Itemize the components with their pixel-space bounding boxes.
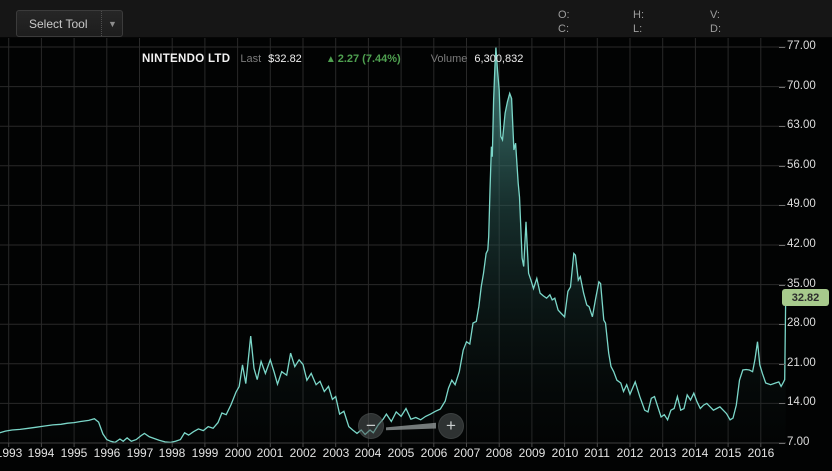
ohlc-column-vd: V: D: (710, 8, 721, 36)
ohlc-column-hl: H: L: (633, 8, 644, 36)
zoom-slider[interactable] (386, 422, 436, 431)
time-axis-tick: 2014 (681, 446, 709, 460)
low-label: L: (633, 23, 643, 35)
price-axis-tick: 28.00 (787, 317, 816, 329)
time-axis-tick: 2016 (747, 446, 775, 460)
price-axis-tick: 35.00 (787, 278, 816, 290)
volume-value: 6,300,832 (474, 53, 524, 65)
price-axis-tick: 49.00 (787, 198, 816, 210)
last-price-value: $32.82 (268, 53, 302, 65)
last-price-badge: 32.82 (782, 289, 829, 306)
select-tool-button[interactable]: Select Tool ▼ (16, 10, 124, 37)
price-change: ▲ 2.27 (7.44%) (326, 53, 401, 65)
close-label: C: (558, 23, 569, 35)
price-axis-tick: 21.00 (787, 357, 816, 369)
time-axis-tick: 1993 (0, 446, 23, 460)
price-axis-tickmark (779, 443, 785, 444)
price-chart[interactable] (0, 38, 790, 471)
chart-header: NINTENDO LTD Last $32.82 ▲ 2.27 (7.44%) V… (142, 53, 523, 65)
price-axis-tickmark (779, 285, 785, 286)
time-axis-tick: 2000 (224, 446, 252, 460)
time-axis-tick: 1996 (93, 446, 121, 460)
price-axis-tick: 63.00 (787, 119, 816, 131)
price-axis-tick: 14.00 (787, 396, 816, 408)
time-axis-tick: 2003 (322, 446, 350, 460)
area-fill (0, 47, 786, 443)
time-axis-tick: 2005 (387, 446, 415, 460)
toolbar: Select Tool ▼ O: C: H: L: V: D: (0, 0, 832, 38)
volume-label-short: V: (710, 9, 720, 21)
chevron-down-icon[interactable]: ▼ (101, 11, 122, 36)
zoom-in-button[interactable]: + (438, 413, 464, 439)
time-axis-tick: 1998 (158, 446, 186, 460)
up-arrow-icon: ▲ (325, 54, 336, 65)
symbol-title: NINTENDO LTD (142, 53, 231, 65)
price-axis-tick: 70.00 (787, 80, 816, 92)
price-axis-tick: 56.00 (787, 159, 816, 171)
price-axis-tickmark (779, 166, 785, 167)
price-axis-tickmark (779, 87, 785, 88)
price-axis-tick: 77.00 (787, 40, 816, 52)
price-axis-tickmark (779, 403, 785, 404)
price-axis-tickmark (779, 324, 785, 325)
select-tool-label: Select Tool (29, 16, 88, 31)
change-value: 2.27 (7.44%) (337, 53, 401, 65)
time-axis-tick: 1999 (191, 446, 219, 460)
time-axis-tick: 2015 (714, 446, 742, 460)
open-label: O: (558, 9, 570, 21)
time-axis-tick: 2006 (420, 446, 448, 460)
date-label: D: (710, 23, 721, 35)
zoom-out-button[interactable]: − (358, 413, 384, 439)
ohlc-column-oc: O: C: (558, 8, 570, 36)
time-axis-tick: 2004 (354, 446, 382, 460)
price-axis-tickmark (779, 205, 785, 206)
price-axis-tickmark (779, 47, 785, 48)
time-axis-tick: 2002 (289, 446, 317, 460)
price-axis-tickmark (779, 245, 785, 246)
price-axis-tick: 42.00 (787, 238, 816, 250)
time-axis-tick: 2011 (584, 446, 610, 460)
time-axis-tick: 2013 (649, 446, 677, 460)
price-axis-tick: 7.00 (787, 436, 810, 448)
volume-label: Volume (430, 53, 468, 65)
high-label: H: (633, 9, 644, 21)
time-axis-tick: 2008 (485, 446, 513, 460)
chart-area[interactable]: NINTENDO LTD Last $32.82 ▲ 2.27 (7.44%) V… (0, 38, 832, 471)
last-label: Last (240, 53, 262, 65)
time-axis-tick: 1995 (60, 446, 88, 460)
time-axis-tick: 1994 (27, 446, 55, 460)
price-line (0, 47, 787, 444)
time-axis-tick: 1997 (126, 446, 154, 460)
time-axis-tick: 2010 (551, 446, 579, 460)
time-axis-tick: 2012 (616, 446, 644, 460)
time-axis-tick: 2009 (518, 446, 546, 460)
price-axis-tickmark (779, 364, 785, 365)
price-axis-tickmark (779, 126, 785, 127)
time-axis-tick: 2001 (256, 446, 284, 460)
time-axis-tick: 2007 (453, 446, 481, 460)
